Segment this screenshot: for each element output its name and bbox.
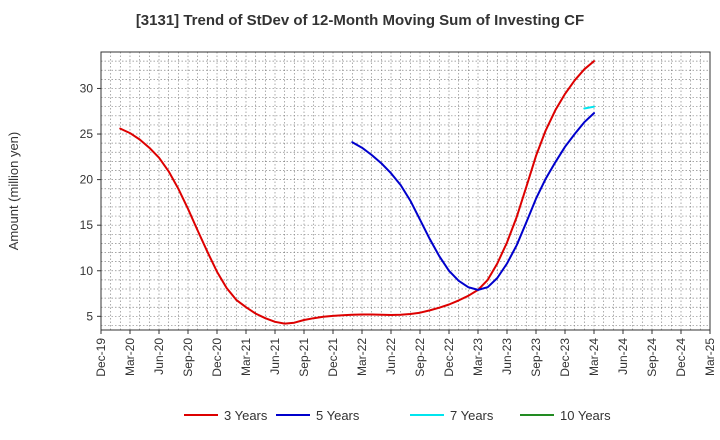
- x-tick-label: Jun-24: [616, 338, 630, 375]
- x-tick-label: Sep-24: [645, 338, 659, 377]
- y-tick-label: 20: [80, 173, 94, 187]
- x-tick-label: Dec-19: [94, 338, 108, 377]
- y-tick-label: 15: [80, 218, 94, 232]
- y-tick-label: 25: [80, 127, 94, 141]
- x-tick-label: Jun-20: [152, 338, 166, 375]
- x-tick-label: Mar-22: [355, 338, 369, 376]
- grid: [101, 51, 710, 330]
- legend-label-5-years: 5 Years: [316, 408, 360, 423]
- x-tick-label: Mar-25: [703, 338, 717, 376]
- y-tick-label: 5: [86, 309, 93, 323]
- x-tick-label: Jun-23: [500, 338, 514, 375]
- x-tick-label: Dec-21: [326, 338, 340, 377]
- x-tick-label: Dec-23: [558, 338, 572, 377]
- x-tick-label: Jun-21: [268, 338, 282, 375]
- plot-frame: [100, 51, 711, 331]
- x-tick-label: Dec-24: [674, 338, 688, 377]
- legend-label-7-years: 7 Years: [450, 408, 494, 423]
- x-tick-label: Sep-21: [297, 338, 311, 377]
- legend: 3 Years 5 Years 7 Years 10 Years: [184, 408, 611, 423]
- x-tick-label: Dec-22: [442, 338, 456, 377]
- y-axis-label: Amount (million yen): [6, 132, 21, 251]
- x-tick-label: Sep-20: [181, 338, 195, 377]
- x-tick-label: Jun-22: [384, 338, 398, 375]
- y-tick-label: 30: [80, 81, 94, 95]
- legend-label-3-years: 3 Years: [224, 408, 268, 423]
- x-tick-label: Mar-21: [239, 338, 253, 376]
- y-tick-label: 10: [80, 264, 94, 278]
- chart-title: [3131] Trend of StDev of 12-Month Moving…: [135, 12, 585, 29]
- x-tick-label: Sep-23: [529, 338, 543, 377]
- x-tick-label: Mar-23: [471, 338, 485, 376]
- series-line-7-years: [583, 105, 595, 110]
- x-tick-label: Mar-24: [587, 338, 601, 376]
- series-lines: [119, 60, 595, 325]
- x-tick-label: Mar-20: [123, 338, 137, 376]
- series-line-5-years: [351, 112, 595, 291]
- x-tick-label: Dec-20: [210, 338, 224, 377]
- x-axis-ticks: Dec-19 Mar-20 Jun-20 Sep-20 Dec-20 Mar-21 Jun-…: [94, 330, 717, 377]
- series-line-3-years: [119, 60, 595, 325]
- legend-label-10-years: 10 Years: [560, 408, 611, 423]
- y-axis-ticks: 5 10 15 20 25 30: [80, 81, 101, 323]
- x-tick-label: Sep-22: [413, 338, 427, 377]
